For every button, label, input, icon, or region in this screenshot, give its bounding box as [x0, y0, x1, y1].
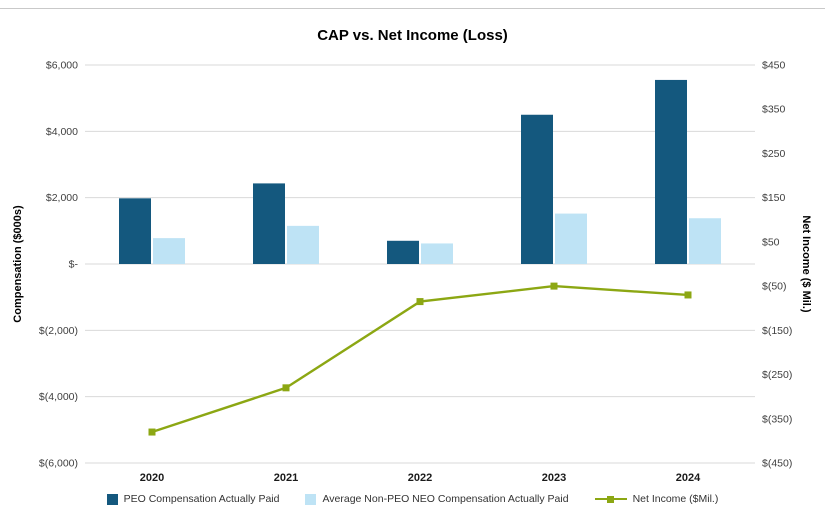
right-axis-tick-label: $(150)	[762, 325, 792, 337]
peo-compensation-bar	[655, 79, 687, 264]
right-axis-tick-label: $250	[762, 148, 786, 160]
legend-label-peo: PEO Compensation Actually Paid	[123, 493, 280, 505]
x-axis-category-label: 2022	[408, 472, 432, 484]
neo-compensation-bar	[287, 225, 319, 264]
top-border	[0, 8, 825, 9]
legend-item-peo: PEO Compensation Actually Paid	[106, 493, 280, 505]
neo-compensation-bar	[421, 243, 453, 264]
net-income-marker-icon	[282, 384, 290, 392]
neo-compensation-bar	[689, 218, 721, 264]
right-axis-tick-label: $(50)	[762, 281, 787, 293]
right-axis-tick-label: $450	[762, 60, 786, 72]
left-axis-tick-label: $6,000	[46, 60, 78, 72]
left-axis-tick-label: $(4,000)	[39, 391, 78, 403]
neo-series-swatch-icon	[305, 493, 317, 505]
net-income-marker-icon	[148, 428, 156, 436]
right-axis-tick-label: $50	[762, 236, 780, 248]
net-income-marker-icon	[684, 291, 692, 299]
right-axis-tick-label: $(450)	[762, 458, 792, 470]
legend: PEO Compensation Actually Paid Average N…	[0, 493, 825, 505]
net-income-marker-icon	[416, 298, 424, 306]
right-axis-tick-label: $(250)	[762, 369, 792, 381]
net-income-line-swatch-icon	[594, 495, 627, 504]
legend-label-neo: Average Non-PEO NEO Compensation Actuall…	[322, 493, 569, 505]
peo-compensation-bar	[119, 198, 151, 264]
left-axis-tick-label: $(6,000)	[39, 458, 78, 470]
left-axis-tick-label: $(2,000)	[39, 325, 78, 337]
neo-compensation-bar	[153, 238, 185, 264]
chart-title: CAP vs. Net Income (Loss)	[317, 27, 508, 44]
legend-item-neo: Average Non-PEO NEO Compensation Actuall…	[305, 493, 569, 505]
x-axis-category-label: 2021	[274, 472, 298, 484]
left-axis-tick-label: $-	[69, 259, 79, 271]
x-axis-category-label: 2023	[542, 472, 566, 484]
net-income-line	[151, 284, 689, 434]
net-income-marker-icon	[550, 282, 558, 290]
x-axis-category-label: 2020	[140, 472, 164, 484]
x-axis-category-label: 2024	[676, 472, 701, 484]
legend-label-net-income: Net Income ($Mil.)	[632, 493, 719, 505]
legend-item-net-income: Net Income ($Mil.)	[594, 493, 719, 505]
peo-compensation-bar	[253, 183, 285, 264]
right-axis-tick-label: $350	[762, 104, 786, 116]
left-axis-tick-label: $4,000	[46, 126, 78, 138]
neo-compensation-bar	[555, 213, 587, 264]
peo-compensation-bar	[387, 240, 419, 264]
left-axis-tick-label: $2,000	[46, 192, 78, 204]
right-axis-tick-label: $(350)	[762, 413, 792, 425]
right-axis-tick-label: $150	[762, 192, 786, 204]
line-marker-icon	[606, 495, 614, 503]
peo-compensation-bar	[521, 114, 553, 264]
peo-series-swatch-icon	[106, 493, 118, 505]
